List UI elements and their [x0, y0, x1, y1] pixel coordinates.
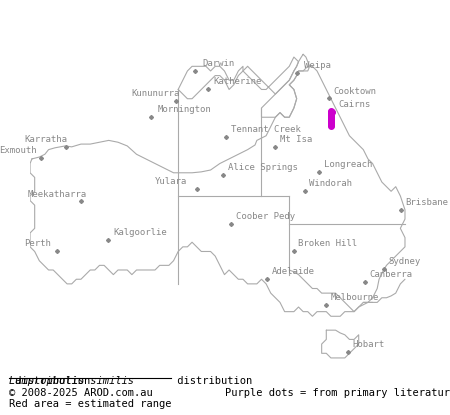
Text: Cooktown: Cooktown	[333, 87, 376, 96]
Text: Windorah: Windorah	[309, 179, 352, 188]
Text: Alice Springs: Alice Springs	[228, 163, 298, 172]
Text: Mt Isa: Mt Isa	[280, 135, 312, 144]
Text: Kalgoorlie: Kalgoorlie	[113, 228, 166, 237]
Text: Katherine: Katherine	[213, 78, 261, 86]
Text: distribution: distribution	[171, 376, 252, 386]
Text: Adelaide: Adelaide	[272, 267, 315, 276]
Text: Cairns: Cairns	[338, 100, 370, 109]
Text: Kununurra: Kununurra	[131, 90, 180, 98]
Text: Darwin: Darwin	[202, 59, 235, 68]
Text: Karratha: Karratha	[24, 135, 67, 144]
Text: Red area = estimated range: Red area = estimated range	[9, 399, 171, 409]
Text: distribution: distribution	[9, 376, 90, 386]
Text: Meekatharra: Meekatharra	[27, 190, 86, 199]
Text: Brisbane: Brisbane	[405, 198, 448, 207]
Text: Sydney: Sydney	[388, 257, 421, 266]
Text: Mornington: Mornington	[158, 105, 212, 115]
Text: Lampropholis similis: Lampropholis similis	[9, 376, 134, 386]
Text: Longreach: Longreach	[324, 161, 372, 169]
Text: Hobart: Hobart	[352, 340, 385, 349]
Text: © 2008-2025 AROD.com.au: © 2008-2025 AROD.com.au	[9, 388, 153, 398]
Text: Weipa: Weipa	[304, 61, 331, 70]
Text: Exmouth: Exmouth	[0, 146, 36, 156]
Text: Tennant Creek: Tennant Creek	[231, 125, 301, 134]
Text: Perth: Perth	[24, 239, 51, 248]
Text: Yulara: Yulara	[155, 177, 187, 186]
Text: Broken Hill: Broken Hill	[298, 239, 357, 248]
Text: Canberra: Canberra	[369, 270, 412, 279]
Text: Purple dots = from primary literature: Purple dots = from primary literature	[225, 388, 450, 398]
Text: Coober Pedy: Coober Pedy	[236, 212, 295, 221]
Text: Melbourne: Melbourne	[331, 293, 379, 303]
